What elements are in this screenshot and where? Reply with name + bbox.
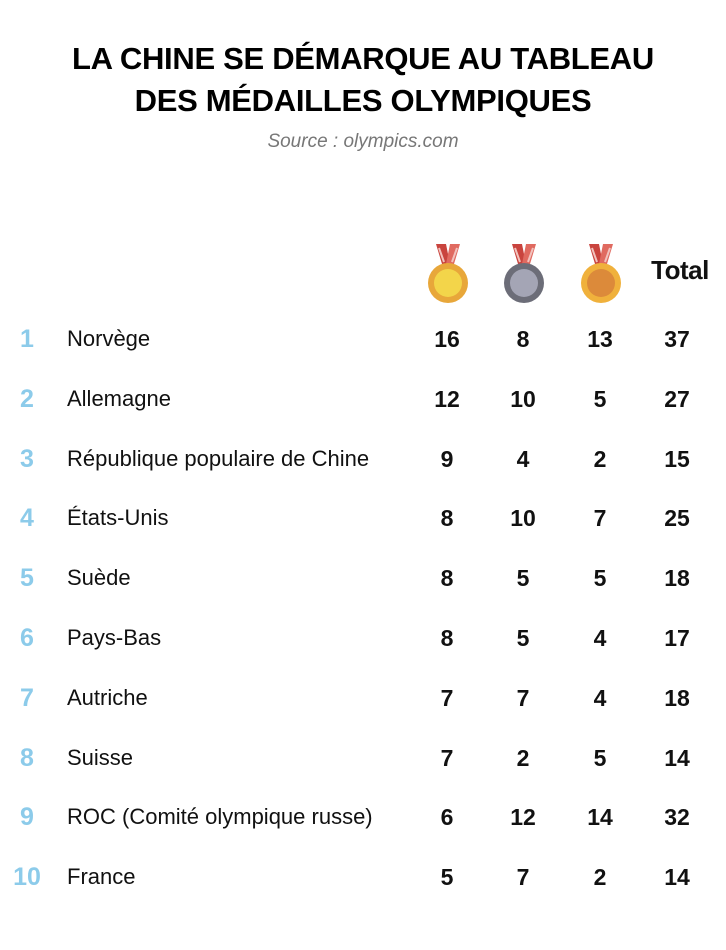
table-row: 1 Norvège 16 8 13 37 [0,319,726,359]
gold-count: 8 [440,505,454,532]
gold-count: 12 [434,385,460,412]
country-name: Suisse [67,744,134,770]
bronze-count: 5 [593,565,607,592]
bronze-count: 2 [593,864,607,891]
gold-count: 8 [440,625,454,651]
total-count: 32 [664,804,690,831]
silver-medal-icon [502,242,546,306]
table-row: 6 Pays-Bas 8 5 4 17 [0,618,726,658]
chart-source: Source : olympics.com [267,131,459,152]
country-name: Norvège [67,326,151,351]
bronze-count: 7 [593,505,607,532]
total-count: 27 [664,385,690,412]
country-name: République populaire de Chine [67,445,370,471]
bronze-count: 5 [593,744,607,771]
rank-label: 1 [20,325,34,353]
gold-count: 16 [434,326,460,352]
country-name: France [67,864,136,890]
country-name: Pays-Bas [67,625,162,650]
silver-count: 5 [516,565,530,592]
country-name: ROC (Comité olympique russe) [67,804,373,830]
bronze-count: 4 [593,625,607,651]
bronze-count: 13 [587,326,613,352]
silver-count: 8 [516,326,530,352]
gold-count: 5 [440,864,454,891]
rank-label: 3 [20,444,34,473]
bronze-count: 14 [587,804,613,831]
gold-count: 8 [440,565,454,592]
table-row: 5 Suède 8 5 5 18 [0,558,726,598]
country-name: Suède [67,565,131,591]
country-name: États-Unis [67,505,169,531]
total-count: 37 [664,326,690,352]
bronze-count: 4 [593,684,607,711]
chart-title-line1: LA CHINE SE DÉMARQUE AU TABLEAU [71,41,654,76]
gold-count: 7 [440,684,454,711]
table-row: 4 États-Unis 8 10 7 25 [0,498,726,538]
rank-label: 9 [20,803,34,832]
silver-count: 2 [516,744,530,771]
table-row: 10 France 5 7 2 14 [0,857,726,897]
rank-label: 5 [20,564,34,593]
silver-count: 10 [510,385,536,412]
table-row: 8 Suisse 7 2 5 14 [0,738,726,778]
gold-medal-icon [426,242,470,306]
bronze-count: 2 [593,445,607,472]
rank-label: 10 [13,863,41,892]
rank-label: 6 [20,624,34,652]
rank-label: 4 [20,504,34,533]
table-row: 3 République populaire de Chine 9 4 2 15 [0,439,726,479]
total-count: 14 [664,864,690,891]
total-count: 14 [664,744,690,771]
silver-count: 4 [516,445,530,472]
total-count: 18 [664,565,690,592]
silver-count: 7 [516,864,530,891]
chart-title: LA CHINE SE DÉMARQUE AU TABLEAU DES MÉDA… [0,38,726,122]
table-row: 7 Autriche 7 7 4 18 [0,678,726,718]
bronze-count: 5 [593,385,607,412]
country-name: Autriche [67,684,148,710]
total-count: 17 [664,625,690,651]
country-name: Allemagne [67,385,171,411]
silver-count: 7 [516,684,530,711]
total-count: 18 [664,684,690,711]
chart-title-line2: DES MÉDAILLES OLYMPIQUES [134,83,592,118]
bronze-medal-icon [579,242,623,306]
rank-label: 8 [20,743,34,772]
silver-count: 12 [510,804,536,831]
total-count: 25 [664,505,690,532]
silver-count: 10 [510,505,536,532]
silver-count: 5 [516,625,530,651]
total-column-header: Total [651,255,709,285]
table-row: 9 ROC (Comité olympique russe) 6 12 14 32 [0,797,726,837]
gold-count: 9 [440,445,454,472]
gold-count: 6 [440,804,454,831]
rank-label: 7 [20,683,34,712]
gold-count: 7 [440,744,454,771]
rank-label: 2 [20,384,34,413]
table-row: 2 Allemagne 12 10 5 27 [0,379,726,419]
total-count: 15 [664,445,690,472]
